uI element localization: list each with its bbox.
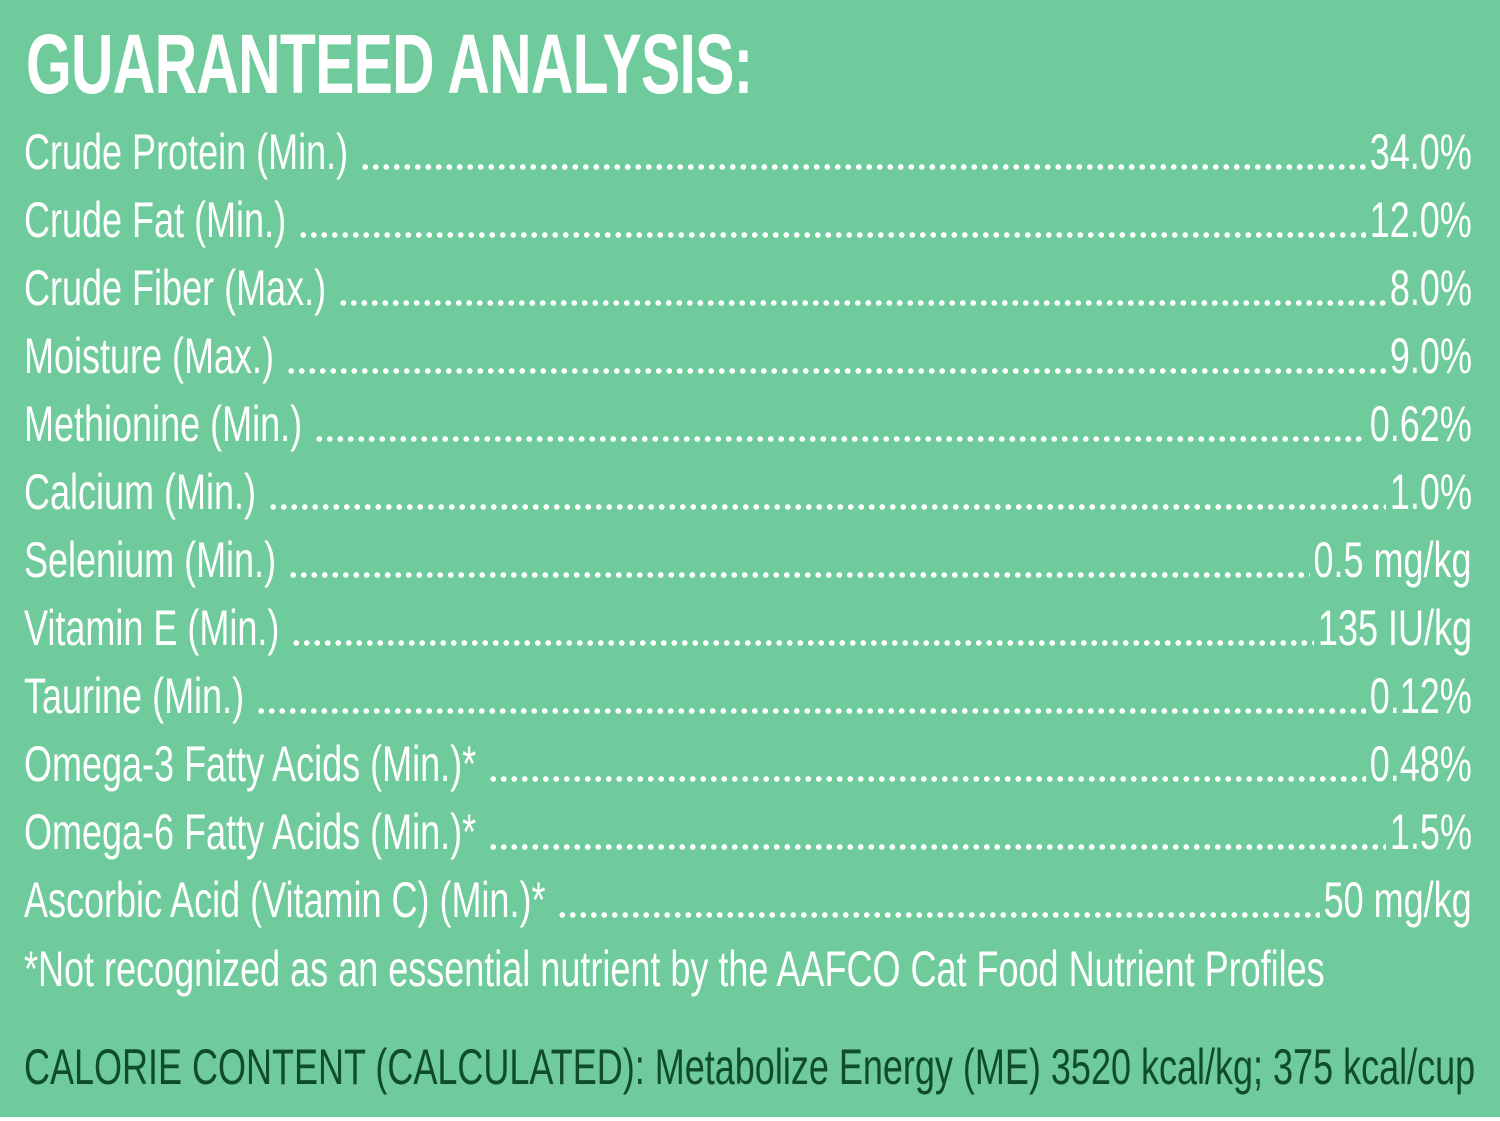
nutrient-label: Taurine (Min.) <box>24 668 245 724</box>
panel-title: GUARANTEED ANALYSIS: <box>26 17 753 111</box>
nutrient-label: Selenium (Min.) <box>24 532 277 588</box>
dot-leader <box>256 708 1366 714</box>
nutrient-value: 1.5% <box>1389 804 1472 860</box>
analysis-row: Omega-3 Fatty Acids (Min.)* 0.48% <box>24 730 1472 798</box>
nutrient-label: Omega-3 Fatty Acids (Min.)* <box>24 736 477 792</box>
nutrient-value: 135 IU/kg <box>1317 600 1472 656</box>
dot-leader <box>488 776 1366 782</box>
analysis-row: Methionine (Min.) 0.62% <box>24 390 1472 458</box>
dot-leader <box>360 164 1366 170</box>
nutrient-value: 1.0% <box>1389 464 1472 520</box>
nutrient-label: Methionine (Min.) <box>24 396 303 452</box>
nutrient-value: 0.62% <box>1369 396 1472 452</box>
nutrient-value: 12.0% <box>1369 192 1472 248</box>
dot-leader <box>288 572 1310 578</box>
analysis-row: Taurine (Min.) 0.12% <box>24 662 1472 730</box>
analysis-row: Crude Fat (Min.) 12.0% <box>24 186 1472 254</box>
dot-leader <box>488 844 1386 850</box>
calorie-content: CALORIE CONTENT (CALCULATED): Metabolize… <box>24 1039 1476 1095</box>
analysis-row: Omega-6 Fatty Acids (Min.)* 1.5% <box>24 798 1472 866</box>
nutrient-label: Ascorbic Acid (Vitamin C) (Min.)* <box>24 872 546 928</box>
dot-leader <box>338 300 1386 306</box>
nutrient-label: Crude Fiber (Max.) <box>24 260 327 316</box>
nutrient-value: 0.48% <box>1369 736 1472 792</box>
analysis-row: Calcium (Min.) 1.0% <box>24 458 1472 526</box>
nutrient-value: 0.5 mg/kg <box>1313 532 1472 588</box>
dot-leader <box>268 504 1386 510</box>
nutrient-label: Crude Fat (Min.) <box>24 192 287 248</box>
nutrient-label: Vitamin E (Min.) <box>24 600 280 656</box>
analysis-row: Vitamin E (Min.) 135 IU/kg <box>24 594 1472 662</box>
analysis-row: Moisture (Max.) 9.0% <box>24 322 1472 390</box>
dot-leader <box>557 912 1320 918</box>
dot-leader <box>291 640 1314 646</box>
dot-leader <box>314 436 1366 442</box>
nutrient-value: 8.0% <box>1389 260 1472 316</box>
analysis-row: Selenium (Min.) 0.5 mg/kg <box>24 526 1472 594</box>
nutrient-value: 9.0% <box>1389 328 1472 384</box>
dot-leader <box>298 232 1366 238</box>
nutrient-value: 34.0% <box>1369 124 1472 180</box>
analysis-table: Crude Protein (Min.) 34.0% Crude Fat (Mi… <box>24 118 1472 934</box>
nutrient-label: Calcium (Min.) <box>24 464 257 520</box>
footnote: *Not recognized as an essential nutrient… <box>24 941 1325 997</box>
nutrient-value: 50 mg/kg <box>1323 872 1472 928</box>
nutrient-label: Omega-6 Fatty Acids (Min.)* <box>24 804 477 860</box>
dot-leader <box>286 368 1386 374</box>
nutrient-label: Moisture (Max.) <box>24 328 275 384</box>
analysis-row: Crude Protein (Min.) 34.0% <box>24 118 1472 186</box>
nutrient-value: 0.12% <box>1369 668 1472 724</box>
analysis-row: Crude Fiber (Max.) 8.0% <box>24 254 1472 322</box>
analysis-row: Ascorbic Acid (Vitamin C) (Min.)* 50 mg/… <box>24 866 1472 934</box>
nutrient-label: Crude Protein (Min.) <box>24 124 349 180</box>
